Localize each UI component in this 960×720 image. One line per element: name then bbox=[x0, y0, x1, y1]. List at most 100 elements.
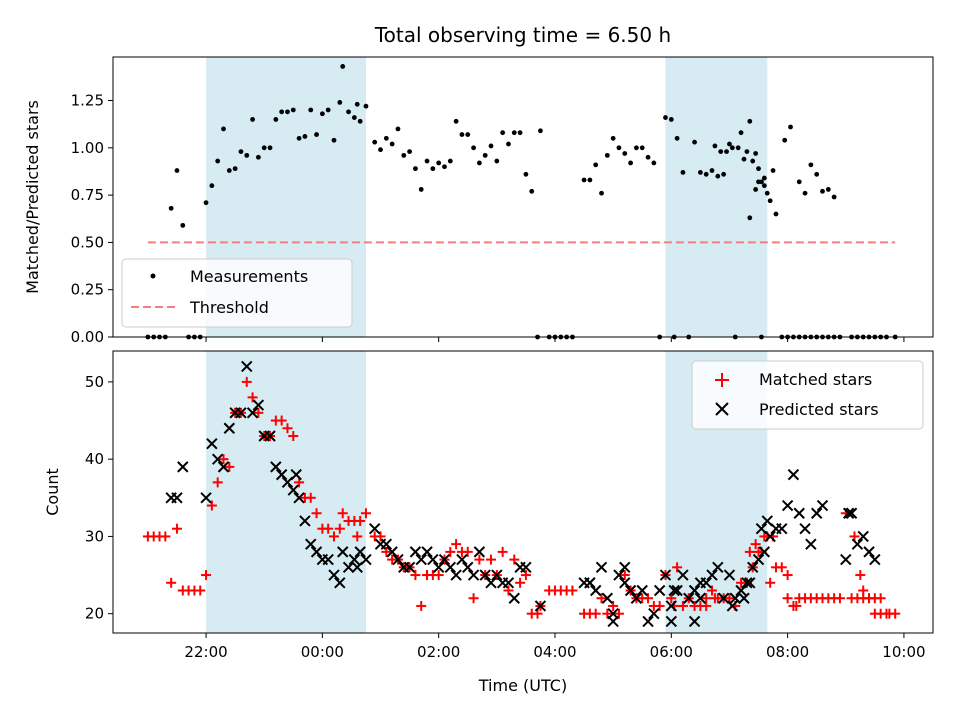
matched-star-point bbox=[247, 392, 258, 403]
matched-star-point bbox=[486, 554, 497, 565]
predicted-star-point bbox=[758, 546, 771, 558]
predicted-star-point bbox=[211, 453, 224, 465]
predicted-stars-points bbox=[165, 360, 881, 628]
matched-star-point bbox=[776, 562, 787, 573]
predicted-star-point bbox=[589, 584, 602, 597]
measurement-point bbox=[267, 145, 273, 151]
predicted-star-point bbox=[694, 592, 707, 604]
measurement-point bbox=[221, 126, 226, 132]
predicted-star-point bbox=[744, 577, 756, 589]
matched-star-point bbox=[288, 430, 299, 441]
matched-star-point bbox=[445, 546, 456, 557]
matched-star-point bbox=[294, 477, 305, 488]
matched-star-point bbox=[864, 593, 875, 604]
bottom-y-ticks: 20 30 40 50 bbox=[85, 373, 113, 623]
matched-star-point bbox=[451, 539, 462, 550]
measurement-point bbox=[709, 168, 715, 173]
predicted-star-point bbox=[264, 430, 276, 442]
matched-star-point bbox=[381, 546, 392, 557]
predicted-star-point bbox=[473, 546, 486, 558]
measurement-point bbox=[674, 135, 680, 141]
matched-star-point bbox=[328, 531, 339, 542]
measurement-point bbox=[244, 152, 250, 158]
bottom-x-tick-label: 04:00 bbox=[533, 643, 576, 661]
measurement-point bbox=[808, 162, 814, 168]
top-plot-frame bbox=[112, 56, 934, 338]
matched-star-point bbox=[468, 593, 479, 604]
legend-measurements-marker bbox=[150, 273, 156, 279]
matched-star-point bbox=[834, 593, 845, 604]
predicted-star-point bbox=[360, 553, 372, 566]
matched-star-point bbox=[497, 546, 508, 557]
matched-star-point bbox=[532, 608, 543, 619]
measurement-point bbox=[764, 190, 770, 196]
predicted-star-point bbox=[668, 584, 680, 597]
predicted-star-point bbox=[409, 546, 422, 558]
measurement-point bbox=[622, 151, 628, 156]
measurement-point bbox=[346, 109, 351, 115]
measurement-point bbox=[319, 111, 325, 117]
measurement-point bbox=[511, 130, 517, 136]
bottom-x-tick-label: 10:00 bbox=[882, 643, 925, 661]
predicted-star-point bbox=[799, 522, 811, 535]
measurement-point bbox=[174, 168, 180, 173]
matched-star-point bbox=[613, 608, 624, 619]
predicted-star-point bbox=[723, 569, 736, 581]
measurement-point bbox=[735, 145, 741, 151]
measurement-point bbox=[401, 152, 407, 158]
matched-star-point bbox=[849, 531, 860, 542]
measurement-point bbox=[756, 166, 761, 172]
matched-star-point bbox=[276, 415, 287, 426]
measurement-point bbox=[290, 107, 296, 113]
predicted-star-point bbox=[706, 569, 718, 581]
measurement-point bbox=[820, 188, 825, 194]
top-y-tick-label: 1.25 bbox=[71, 92, 104, 110]
predicted-star-point bbox=[479, 569, 491, 581]
predicted-star-point bbox=[619, 577, 631, 589]
predicted-star-point bbox=[342, 561, 355, 574]
predicted-star-point bbox=[729, 592, 741, 604]
predicted-star-point bbox=[328, 569, 340, 581]
predicted-star-point bbox=[223, 422, 236, 434]
matched-star-point bbox=[416, 600, 427, 611]
top-y-tick-label: 1.00 bbox=[71, 139, 104, 157]
measurement-point bbox=[759, 179, 764, 185]
top-panel: 0.00 0.25 0.50 0.75 1.00 1.25 Total observing… bbox=[23, 23, 934, 346]
bottom-x-tick-label: 22:00 bbox=[184, 643, 227, 661]
predicted-star-point bbox=[845, 507, 858, 519]
predicted-star-point bbox=[354, 546, 366, 558]
measurement-point bbox=[767, 198, 773, 204]
measurement-point bbox=[831, 194, 837, 200]
matched-star-point bbox=[253, 407, 264, 418]
matched-star-point bbox=[241, 376, 252, 387]
predicted-star-point bbox=[508, 592, 520, 604]
predicted-star-point bbox=[607, 615, 619, 628]
measurement-point bbox=[747, 118, 753, 124]
measurement-point bbox=[238, 149, 244, 154]
top-x-ticks bbox=[205, 337, 905, 342]
measurement-point bbox=[727, 141, 732, 147]
matched-star-point bbox=[474, 554, 485, 565]
measurement-point bbox=[232, 166, 238, 172]
measurement-point bbox=[747, 215, 753, 221]
bottom-y-tick-label: 40 bbox=[85, 450, 104, 468]
measurement-point bbox=[529, 188, 535, 194]
measurement-point bbox=[325, 107, 331, 113]
matched-star-point bbox=[602, 608, 613, 619]
measurement-point bbox=[337, 100, 343, 105]
legend-measurements-label: Measurements bbox=[190, 267, 308, 286]
legend-predicted-marker bbox=[715, 402, 729, 416]
predicted-star-point bbox=[438, 553, 451, 566]
predicted-star-point bbox=[386, 546, 398, 558]
measurement-point bbox=[645, 154, 651, 160]
top-y-ticks: 0.00 0.25 0.50 0.75 1.00 1.25 bbox=[71, 92, 113, 346]
predicted-star-point bbox=[659, 569, 672, 581]
measurement-point bbox=[424, 158, 430, 164]
matched-star-point bbox=[791, 600, 802, 611]
predicted-star-point bbox=[671, 584, 683, 597]
measurement-point bbox=[703, 171, 709, 177]
measurement-point bbox=[395, 126, 401, 132]
predicted-star-point bbox=[305, 538, 317, 550]
matched-star-point bbox=[201, 570, 212, 581]
predicted-star-point bbox=[805, 538, 817, 550]
